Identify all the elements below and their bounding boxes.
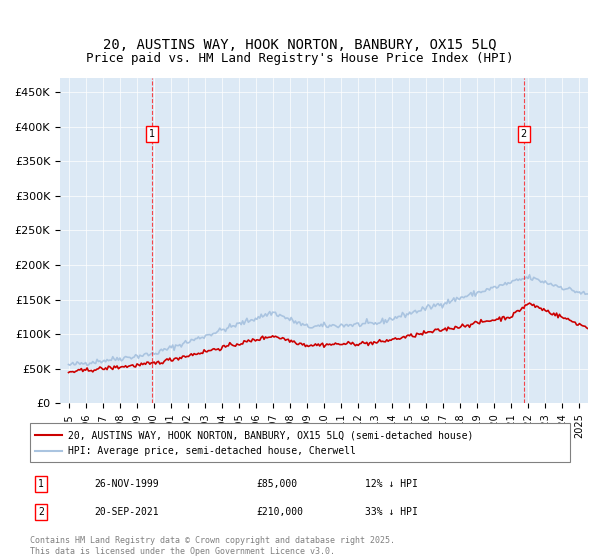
Text: Contains HM Land Registry data © Crown copyright and database right 2025.
This d: Contains HM Land Registry data © Crown c… [30, 536, 395, 556]
Text: 20, AUSTINS WAY, HOOK NORTON, BANBURY, OX15 5LQ: 20, AUSTINS WAY, HOOK NORTON, BANBURY, O… [103, 38, 497, 52]
Text: £210,000: £210,000 [257, 507, 304, 517]
Text: 1: 1 [38, 479, 44, 489]
Text: 12% ↓ HPI: 12% ↓ HPI [365, 479, 418, 489]
Text: £85,000: £85,000 [257, 479, 298, 489]
Text: 33% ↓ HPI: 33% ↓ HPI [365, 507, 418, 517]
Text: Price paid vs. HM Land Registry's House Price Index (HPI): Price paid vs. HM Land Registry's House … [86, 52, 514, 66]
Text: 20, AUSTINS WAY, HOOK NORTON, BANBURY, OX15 5LQ (semi-detached house): 20, AUSTINS WAY, HOOK NORTON, BANBURY, O… [68, 430, 473, 440]
Text: HPI: Average price, semi-detached house, Cherwell: HPI: Average price, semi-detached house,… [68, 446, 356, 456]
Text: 26-NOV-1999: 26-NOV-1999 [95, 479, 160, 489]
FancyBboxPatch shape [30, 423, 570, 462]
Text: 2: 2 [520, 129, 527, 139]
Text: 2: 2 [38, 507, 44, 517]
Text: 1: 1 [149, 129, 155, 139]
Text: 20-SEP-2021: 20-SEP-2021 [95, 507, 160, 517]
